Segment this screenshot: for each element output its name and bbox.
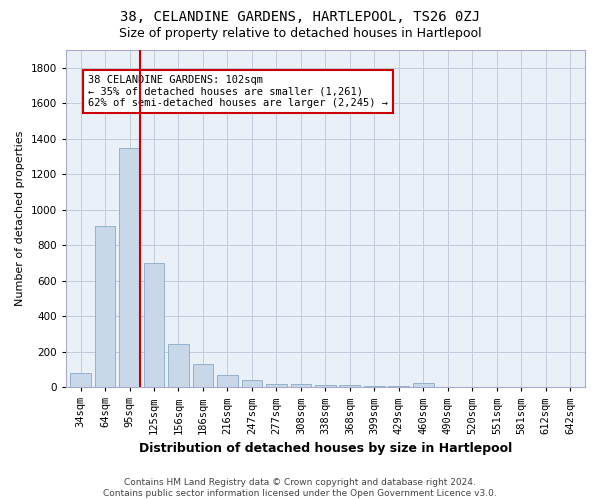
Bar — [340, 386, 361, 387]
Bar — [413, 382, 434, 387]
Bar — [168, 344, 189, 387]
Bar — [388, 386, 409, 387]
Bar — [315, 386, 336, 387]
Bar — [119, 148, 140, 387]
Bar — [217, 374, 238, 387]
Text: 38, CELANDINE GARDENS, HARTLEPOOL, TS26 0ZJ: 38, CELANDINE GARDENS, HARTLEPOOL, TS26 … — [120, 10, 480, 24]
Bar — [70, 373, 91, 387]
Bar — [242, 380, 262, 387]
Bar — [266, 384, 287, 387]
X-axis label: Distribution of detached houses by size in Hartlepool: Distribution of detached houses by size … — [139, 442, 512, 455]
Text: 38 CELANDINE GARDENS: 102sqm
← 35% of detached houses are smaller (1,261)
62% of: 38 CELANDINE GARDENS: 102sqm ← 35% of de… — [88, 75, 388, 108]
Bar — [143, 263, 164, 387]
Bar — [290, 384, 311, 387]
Text: Contains HM Land Registry data © Crown copyright and database right 2024.
Contai: Contains HM Land Registry data © Crown c… — [103, 478, 497, 498]
Bar — [364, 386, 385, 387]
Bar — [95, 226, 115, 387]
Bar — [193, 364, 214, 387]
Y-axis label: Number of detached properties: Number of detached properties — [15, 131, 25, 306]
Text: Size of property relative to detached houses in Hartlepool: Size of property relative to detached ho… — [119, 28, 481, 40]
